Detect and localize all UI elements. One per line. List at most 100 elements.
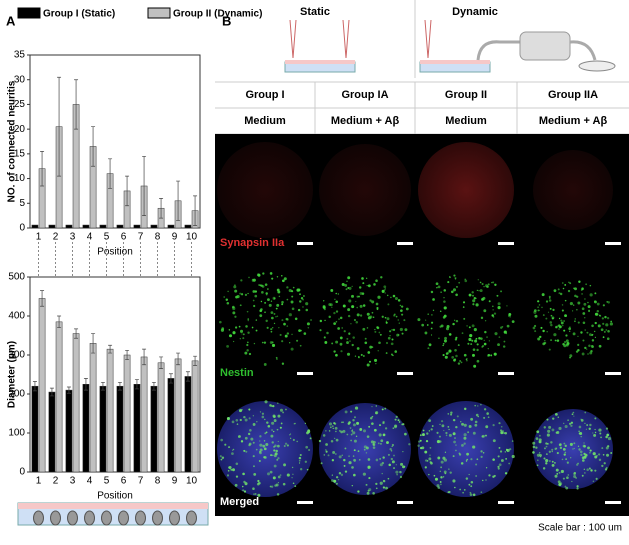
speckle xyxy=(235,462,239,466)
speckle xyxy=(255,319,258,321)
speckle xyxy=(454,277,457,280)
speckle xyxy=(363,429,367,433)
speckle xyxy=(548,460,551,462)
speckle xyxy=(282,279,285,283)
speckle xyxy=(582,339,585,342)
speckle xyxy=(381,289,385,293)
speckle xyxy=(399,304,402,307)
speckle xyxy=(427,347,430,350)
speckle xyxy=(546,433,550,437)
speckle xyxy=(276,493,280,496)
speckle xyxy=(289,342,291,344)
speckle xyxy=(252,415,255,417)
speckle xyxy=(443,300,446,303)
speckle xyxy=(436,287,438,289)
y-axis-label: Diameter (μm) xyxy=(7,341,18,408)
speckle xyxy=(369,345,373,349)
speckle xyxy=(588,310,590,313)
speckle xyxy=(383,285,387,289)
speckle xyxy=(560,469,564,474)
speckle xyxy=(483,342,487,346)
speckle xyxy=(375,279,378,283)
speckle xyxy=(231,468,235,472)
speckle xyxy=(551,448,554,451)
speckle xyxy=(472,353,475,357)
speckle xyxy=(328,303,332,306)
speckle xyxy=(378,341,381,345)
bar xyxy=(123,354,131,473)
speckle xyxy=(234,289,238,293)
speckle xyxy=(278,326,280,329)
speckle xyxy=(331,479,334,482)
speckle xyxy=(346,337,349,340)
speckle xyxy=(452,418,456,422)
speckle xyxy=(221,456,225,459)
speckle xyxy=(505,457,507,460)
speckle xyxy=(491,281,493,284)
speckle xyxy=(303,332,307,335)
speckle xyxy=(600,436,602,439)
speckle xyxy=(400,309,403,313)
speckle xyxy=(310,319,312,321)
speckle xyxy=(359,304,363,308)
speckle xyxy=(600,328,604,332)
speckle xyxy=(498,422,501,425)
speckle xyxy=(558,324,561,327)
x-tick-label: 10 xyxy=(186,232,198,243)
speckle xyxy=(405,307,409,311)
speckle xyxy=(605,323,609,327)
speckle xyxy=(546,331,548,333)
speckle xyxy=(252,423,256,426)
speckle xyxy=(563,453,566,456)
speckle xyxy=(577,349,580,352)
speckle xyxy=(499,450,503,453)
speckle xyxy=(563,320,565,322)
sphere xyxy=(217,142,313,238)
speckle xyxy=(580,331,583,334)
speckle xyxy=(558,471,561,474)
speckle xyxy=(241,333,243,335)
bar xyxy=(174,358,182,473)
speckle xyxy=(450,411,453,414)
speckle xyxy=(348,455,350,457)
speckle xyxy=(337,293,339,295)
speckle xyxy=(359,428,363,431)
speckle xyxy=(549,297,551,299)
speckle xyxy=(380,276,383,279)
speckle xyxy=(440,324,444,328)
speckle xyxy=(557,288,560,291)
speckle xyxy=(354,406,359,410)
speckle xyxy=(430,290,434,294)
speckle xyxy=(325,450,328,453)
speckle xyxy=(586,424,589,426)
speckle xyxy=(606,316,610,320)
speckle xyxy=(461,443,464,447)
speckle xyxy=(319,329,322,332)
speckle xyxy=(497,306,501,310)
x-tick-label: 8 xyxy=(155,232,161,243)
speckle xyxy=(253,493,255,496)
speckle xyxy=(368,477,371,480)
speckle xyxy=(445,434,448,437)
x-tick-label: 4 xyxy=(87,232,93,243)
speckle xyxy=(263,341,267,344)
speckle xyxy=(484,330,487,334)
error-bar xyxy=(185,371,190,382)
speckle xyxy=(397,319,399,321)
speckle xyxy=(581,287,584,290)
speckle xyxy=(555,468,559,472)
speckle xyxy=(271,441,274,444)
speckle xyxy=(538,304,541,306)
speckle xyxy=(601,447,604,450)
speckle xyxy=(278,295,281,298)
speckle xyxy=(609,322,613,326)
speckle xyxy=(359,292,363,295)
speckle xyxy=(473,328,477,332)
speckle xyxy=(604,315,607,319)
speckle xyxy=(431,321,434,324)
y-axis-label: NO. of connected neuritis xyxy=(7,80,18,202)
speckle xyxy=(392,354,394,357)
speckle xyxy=(276,444,280,448)
speckle xyxy=(325,443,328,446)
speckle xyxy=(366,491,370,495)
